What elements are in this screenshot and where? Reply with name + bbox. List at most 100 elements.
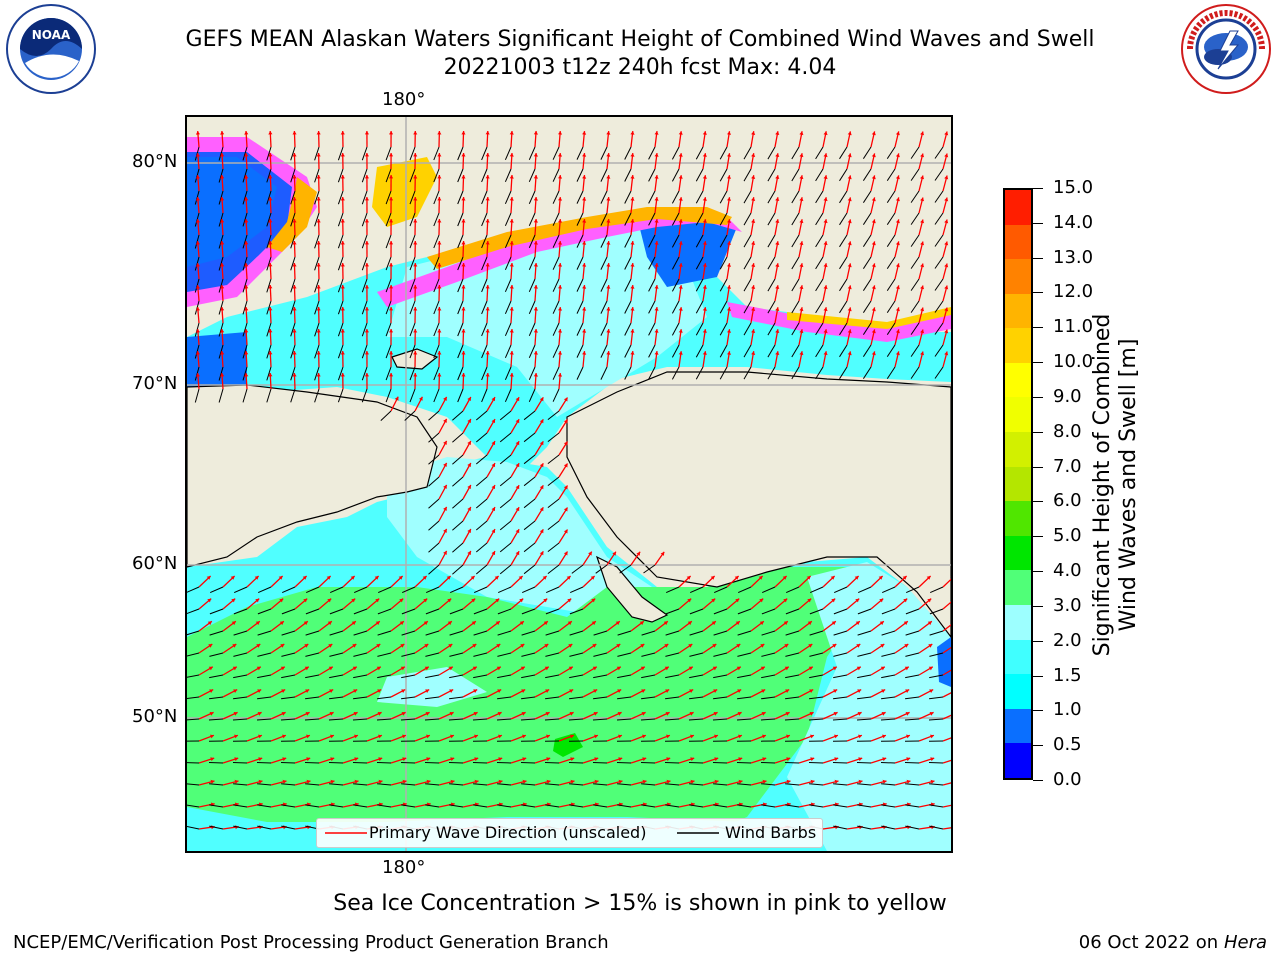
wave-arrowhead xyxy=(727,351,731,355)
wind-barb xyxy=(929,825,944,830)
wave-arrowhead xyxy=(244,241,249,245)
wind-barb xyxy=(640,718,656,721)
wave-arrowhead xyxy=(378,734,382,739)
wind-barb xyxy=(280,718,296,721)
wave-arrowhead xyxy=(687,621,692,626)
wind-barb xyxy=(449,608,464,615)
wind-barb xyxy=(281,652,296,657)
wave-arrowhead xyxy=(437,241,442,245)
wave-arrowhead xyxy=(389,219,394,223)
wind-barb xyxy=(743,168,752,182)
wind-barb xyxy=(784,762,800,764)
wave-arrowhead xyxy=(340,285,345,289)
wind-barb xyxy=(862,146,872,159)
wind-barb xyxy=(689,630,704,636)
wave-arrowhead xyxy=(823,351,828,356)
wave-arrowhead xyxy=(279,598,284,603)
wind-barb xyxy=(767,322,776,336)
wave-arrowhead xyxy=(292,219,297,223)
wind-barb xyxy=(218,300,224,315)
wave-arrowhead xyxy=(195,219,200,223)
wind-barb xyxy=(497,804,512,808)
wind-barb xyxy=(910,190,920,203)
wave-arrowhead xyxy=(606,329,611,333)
wind-barb xyxy=(713,674,728,679)
wind-barb xyxy=(809,652,824,657)
wave-arrowhead xyxy=(855,598,860,603)
wave-arrowhead xyxy=(234,779,239,784)
wind-barb xyxy=(528,322,536,337)
wave-arrowhead xyxy=(195,351,200,355)
wave-direction-arrow xyxy=(942,804,951,808)
wind-barb xyxy=(862,278,872,291)
wave-arrowhead xyxy=(220,329,225,333)
wind-barb xyxy=(881,696,896,700)
wave-arrowhead xyxy=(302,576,307,580)
wave-arrowhead xyxy=(509,285,514,289)
wind-barb xyxy=(409,388,416,403)
wave-arrowhead xyxy=(413,153,418,157)
wind-barb xyxy=(910,300,920,313)
wave-arrowhead xyxy=(519,598,524,603)
lon-label-bottom: 180° xyxy=(382,857,426,878)
wave-arrowhead xyxy=(413,197,418,201)
wave-arrowhead xyxy=(509,197,514,201)
wave-arrowhead xyxy=(880,666,885,671)
wind-barb xyxy=(337,278,344,293)
wind-barb xyxy=(743,278,752,292)
wind-barb xyxy=(767,168,776,182)
wave-arrowhead xyxy=(244,307,249,311)
wave-arrowhead xyxy=(592,644,597,648)
wind-barb xyxy=(475,410,488,421)
wave-arrowhead xyxy=(879,598,884,603)
wind-barb xyxy=(337,212,344,227)
wind-barb xyxy=(257,608,272,615)
wind-barb xyxy=(281,696,296,700)
wind-barb xyxy=(452,410,464,421)
wind-barb xyxy=(281,630,296,636)
wave-arrowhead xyxy=(316,241,321,245)
wind-barb xyxy=(719,190,728,204)
wave-direction-arrow xyxy=(942,692,951,698)
wind-barb xyxy=(616,762,632,764)
wind-barb xyxy=(624,234,632,248)
wind-barb xyxy=(523,410,536,421)
wind-barb xyxy=(547,454,560,464)
colorbar-tick-label: 5.0 xyxy=(1053,525,1082,547)
wave-arrowhead xyxy=(443,550,447,555)
wave-arrowhead xyxy=(678,153,683,157)
wind-barb xyxy=(452,454,464,465)
wind-barb xyxy=(328,762,344,764)
wave-arrowhead xyxy=(563,397,568,402)
wind-barb xyxy=(761,783,776,786)
colorbar-block xyxy=(1005,259,1031,294)
wave-arrowhead xyxy=(920,153,925,158)
wind-barb xyxy=(576,234,584,248)
wind-barb xyxy=(815,168,824,182)
wind-barb xyxy=(242,146,248,161)
wave-arrowhead xyxy=(515,419,520,424)
wind-barb xyxy=(361,322,368,337)
wave-arrowhead xyxy=(496,666,501,671)
wind-barb xyxy=(600,322,608,336)
wind-barb xyxy=(457,322,464,337)
wave-arrowhead xyxy=(244,263,249,267)
wind-barb xyxy=(839,322,848,336)
wind-barb xyxy=(815,278,824,292)
wind-barb xyxy=(743,234,752,248)
wind-barb xyxy=(425,586,440,594)
wave-height-map xyxy=(187,117,951,851)
wind-barb xyxy=(689,674,704,679)
wind-barb xyxy=(409,212,416,227)
wave-arrowhead xyxy=(568,644,573,648)
wave-arrowhead xyxy=(467,397,471,401)
wind-barb xyxy=(305,696,320,700)
wind-barb xyxy=(504,300,512,315)
wind-barb xyxy=(547,410,560,420)
wind-barb xyxy=(785,696,800,700)
wave-arrowhead xyxy=(823,307,828,312)
wave-arrowhead xyxy=(639,621,644,626)
wind-barb xyxy=(314,212,320,227)
wave-arrowhead xyxy=(443,396,447,401)
wave-arrowhead xyxy=(244,285,249,289)
